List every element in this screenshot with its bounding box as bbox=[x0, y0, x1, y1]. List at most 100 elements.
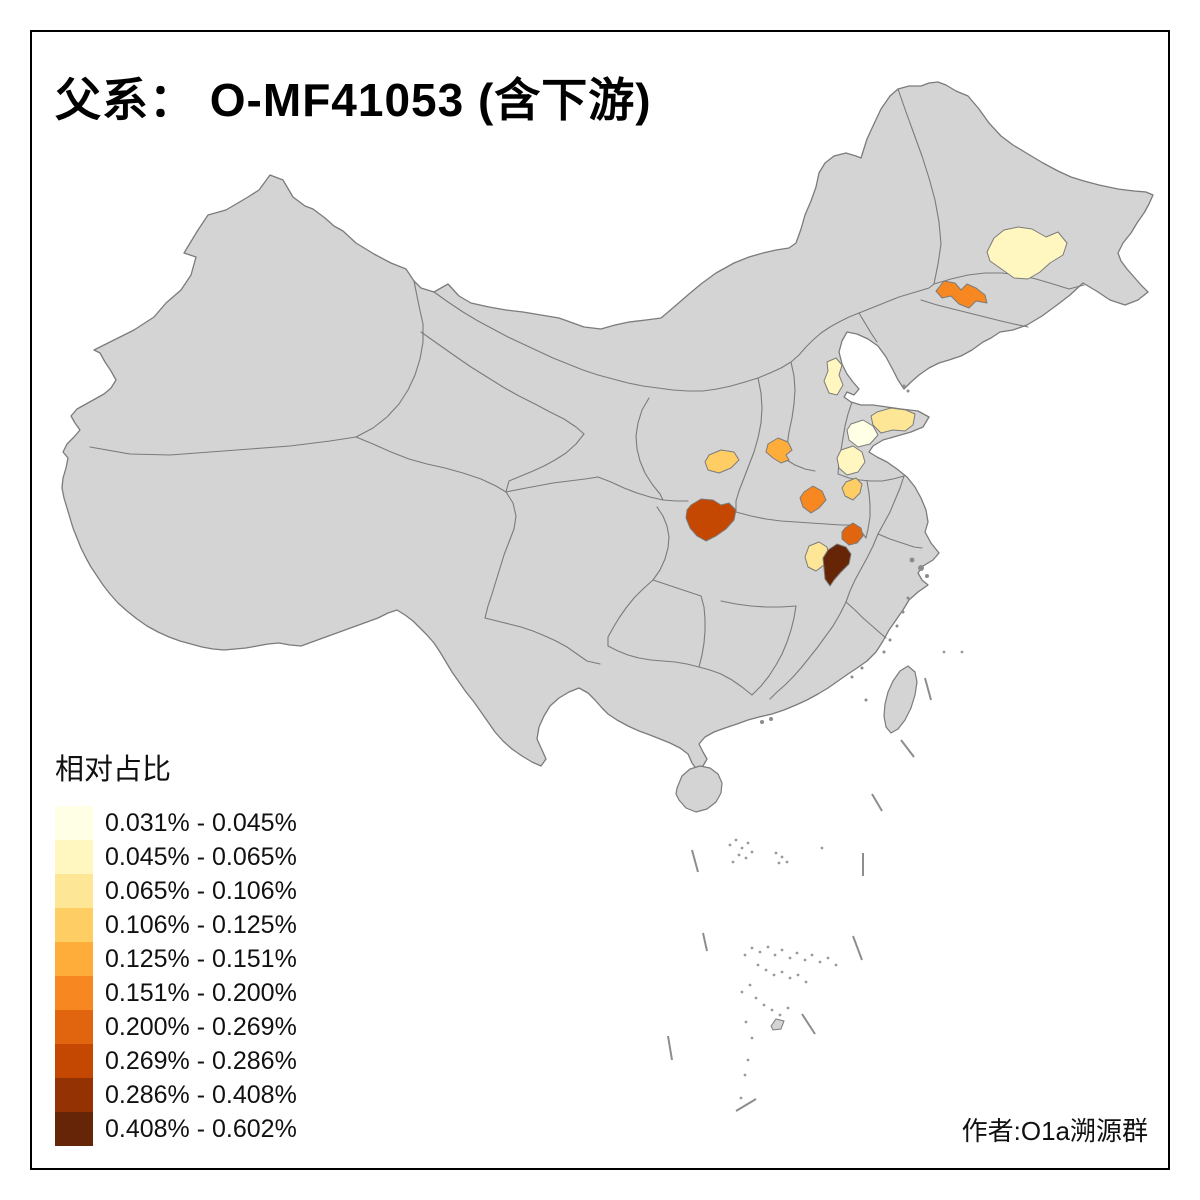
legend-label: 0.045% - 0.065% bbox=[105, 842, 297, 871]
legend-row: 0.286% - 0.408% bbox=[55, 1078, 297, 1112]
sea-island-dot bbox=[758, 950, 762, 954]
sea-island-dot bbox=[748, 983, 752, 987]
legend-label: 0.408% - 0.602% bbox=[105, 1114, 297, 1143]
sea-island-dot bbox=[743, 953, 747, 957]
sea-island-dot bbox=[810, 953, 814, 957]
sea-island-dot bbox=[818, 960, 822, 964]
province-border bbox=[897, 88, 942, 285]
province-border bbox=[484, 491, 517, 619]
sea-island-dot bbox=[788, 956, 792, 960]
legend-row: 0.151% - 0.200% bbox=[55, 976, 297, 1010]
sea-island-dot bbox=[780, 970, 784, 974]
sea-island-dot bbox=[750, 1036, 754, 1040]
legend-row: 0.125% - 0.151% bbox=[55, 942, 297, 976]
coastal-islet bbox=[895, 624, 899, 628]
coastal-islet bbox=[769, 717, 773, 721]
page-title: 父系： O-MF41053 (含下游) bbox=[55, 74, 652, 126]
province-border bbox=[607, 579, 654, 647]
sea-island-dot bbox=[780, 948, 784, 952]
legend-swatch bbox=[55, 1044, 93, 1078]
hubei-east-region bbox=[822, 543, 852, 587]
legend-label: 0.200% - 0.269% bbox=[105, 1012, 297, 1041]
hubei-northeast-region bbox=[841, 522, 864, 546]
province-border bbox=[597, 476, 689, 502]
sea-boundary-dash bbox=[702, 932, 708, 952]
province-border bbox=[865, 480, 871, 539]
sea-boundary-dash bbox=[801, 1013, 816, 1035]
province-border bbox=[652, 506, 702, 597]
coastal-islet bbox=[860, 666, 864, 670]
legend-swatch bbox=[55, 1078, 93, 1112]
province-border bbox=[920, 299, 1029, 328]
sea-island-dot bbox=[756, 963, 760, 967]
coastal-islet bbox=[909, 557, 915, 563]
shaanxi-south-region bbox=[685, 498, 737, 542]
sea-island-dot bbox=[786, 1006, 790, 1010]
sea-island-dot bbox=[780, 855, 784, 859]
sea-island-dot bbox=[942, 650, 946, 654]
province-border bbox=[845, 533, 879, 603]
legend-row: 0.200% - 0.269% bbox=[55, 1010, 297, 1044]
legend-swatch bbox=[55, 840, 93, 874]
sea-island-dot bbox=[750, 850, 754, 854]
province-border bbox=[837, 401, 905, 482]
gansu-shaanxi-west-region bbox=[704, 449, 740, 474]
sea-island-dot bbox=[728, 843, 732, 847]
sea-island-dot bbox=[820, 846, 824, 850]
northeast-jilin-region bbox=[935, 280, 988, 309]
coastal-islet bbox=[882, 650, 886, 654]
hainan-island bbox=[675, 765, 723, 813]
sea-island-dot bbox=[795, 951, 799, 955]
shandong-south-region bbox=[836, 445, 866, 476]
province-border bbox=[355, 280, 424, 438]
sea-island-dot bbox=[803, 958, 807, 962]
coastal-islet bbox=[864, 698, 868, 702]
legend-label: 0.065% - 0.106% bbox=[105, 876, 297, 905]
province-border bbox=[845, 601, 887, 639]
province-border bbox=[784, 458, 816, 472]
shandong-peninsula-region bbox=[870, 407, 916, 434]
sea-island-dot bbox=[826, 956, 830, 960]
coastal-islet bbox=[888, 638, 892, 642]
province-border bbox=[635, 397, 664, 501]
coastal-islet bbox=[902, 384, 906, 388]
legend-swatch bbox=[55, 908, 93, 942]
legend-swatch bbox=[55, 874, 93, 908]
province-border bbox=[877, 533, 923, 549]
sea-island-dot bbox=[746, 841, 750, 845]
henan-central-region bbox=[799, 485, 827, 514]
province-border bbox=[89, 436, 357, 456]
sea-island-dot bbox=[777, 861, 781, 865]
coastal-islet bbox=[918, 565, 924, 571]
province-border bbox=[735, 377, 763, 513]
coastal-islet bbox=[925, 574, 929, 578]
coastal-islet bbox=[906, 596, 910, 600]
province-border bbox=[484, 617, 601, 665]
legend-label: 0.286% - 0.408% bbox=[105, 1080, 297, 1109]
legend-swatch bbox=[55, 942, 93, 976]
province-border bbox=[698, 595, 706, 668]
sea-island-dot bbox=[764, 968, 768, 972]
sea-island-dot bbox=[960, 650, 964, 654]
sea-island-dot bbox=[740, 846, 744, 850]
sea-boundary-dash bbox=[924, 677, 932, 701]
legend-row: 0.106% - 0.125% bbox=[55, 908, 297, 942]
plot-frame bbox=[30, 30, 1170, 1170]
sea-island-dot bbox=[770, 1008, 774, 1012]
legend-swatch bbox=[55, 1112, 93, 1146]
legend-swatch bbox=[55, 806, 93, 840]
sea-island-dot bbox=[750, 946, 754, 950]
coastal-islet bbox=[850, 675, 854, 679]
sea-island-dot bbox=[734, 838, 738, 842]
sea-boundary-dash bbox=[871, 793, 883, 812]
mainland-outline bbox=[61, 81, 1154, 771]
legend-row: 0.045% - 0.065% bbox=[55, 840, 297, 874]
legend-row: 0.269% - 0.286% bbox=[55, 1044, 297, 1078]
coastal-islet bbox=[906, 389, 910, 393]
legend-rows: 0.031% - 0.045% 0.045% - 0.065% 0.065% - 0… bbox=[55, 806, 297, 1146]
sea-island-dot bbox=[796, 973, 800, 977]
sea-boundary-dash bbox=[691, 849, 699, 873]
province-border bbox=[735, 511, 855, 526]
